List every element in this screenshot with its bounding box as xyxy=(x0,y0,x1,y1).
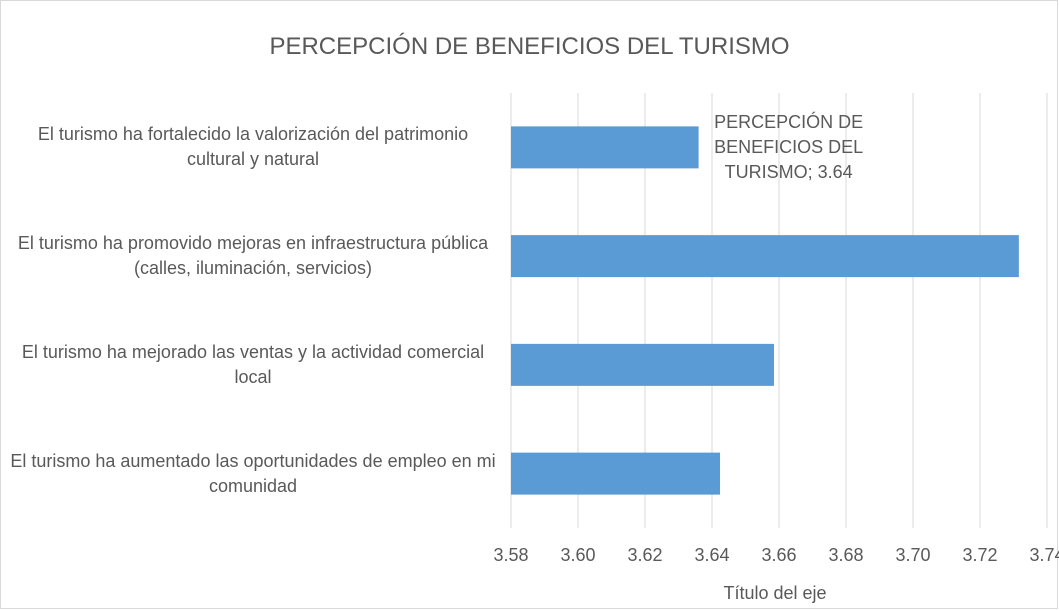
y-tick-label: El turismo ha mejorado las ventas y la a… xyxy=(21,341,485,387)
data-label: PERCEPCIÓN DE BENEFICIOS DEL TURISMO; 3.… xyxy=(714,111,864,182)
bar xyxy=(511,343,774,386)
chart-title: PERCEPCIÓN DE BENEFICIOS DEL TURISMO xyxy=(269,33,790,60)
x-tick-label: 3.68 xyxy=(828,545,864,565)
bar xyxy=(511,126,699,169)
x-tick-label: 3.62 xyxy=(627,545,663,565)
x-tick-label: 3.74 xyxy=(1029,545,1059,565)
y-tick-label: El turismo ha fortalecido la valorizació… xyxy=(37,124,469,170)
x-axis-title: Título del eje xyxy=(723,583,827,603)
bar xyxy=(511,452,721,495)
x-tick-label: 3.60 xyxy=(560,545,596,565)
y-tick-label: El turismo ha promovido mejoras en infra… xyxy=(17,233,489,279)
x-tick-label: 3.66 xyxy=(761,545,797,565)
bar xyxy=(511,235,1019,278)
x-tick-label: 3.64 xyxy=(694,545,730,565)
x-tick-label: 3.72 xyxy=(962,545,998,565)
x-tick-label: 3.58 xyxy=(493,545,529,565)
x-tick-label: 3.70 xyxy=(895,545,931,565)
y-tick-label: El turismo ha aumentado las oportunidade… xyxy=(10,450,496,496)
